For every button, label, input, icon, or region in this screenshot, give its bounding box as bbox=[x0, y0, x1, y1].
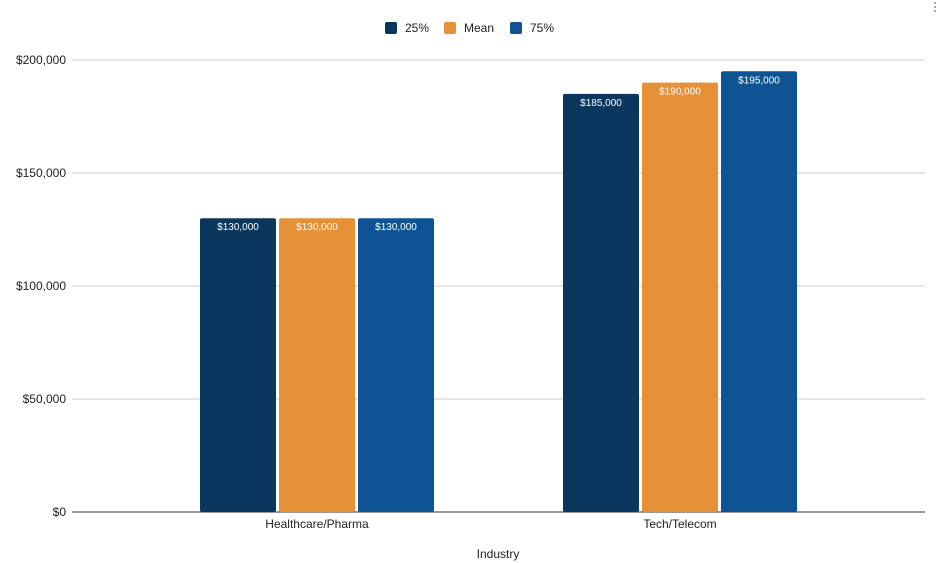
data-label: $130,000 bbox=[217, 222, 259, 233]
legend-label: Mean bbox=[464, 21, 494, 35]
y-tick-label: $0 bbox=[53, 505, 67, 519]
y-tick-label: $100,000 bbox=[16, 279, 66, 293]
more-options-icon[interactable] bbox=[934, 2, 938, 14]
x-tick-label: Tech/Telecom bbox=[643, 517, 716, 531]
data-label: $130,000 bbox=[375, 222, 417, 233]
bar bbox=[358, 218, 434, 512]
legend-swatch bbox=[510, 22, 522, 34]
y-tick-label: $50,000 bbox=[23, 392, 67, 406]
gridlines bbox=[72, 59, 925, 513]
bars: $130,000 $130,000 $130,000 $185,000 $190,000… bbox=[200, 71, 797, 513]
legend-swatch bbox=[385, 22, 397, 34]
bar bbox=[200, 218, 276, 512]
data-label: $185,000 bbox=[580, 98, 622, 109]
bar bbox=[721, 71, 797, 513]
y-tick-label: $200,000 bbox=[16, 53, 66, 67]
data-label: $130,000 bbox=[296, 222, 338, 233]
x-axis-tick-labels: Healthcare/Pharma Tech/Telecom bbox=[265, 517, 716, 531]
legend-swatch bbox=[444, 22, 456, 34]
x-axis-title: Industry bbox=[477, 547, 520, 561]
legend-item[interactable]: Mean bbox=[444, 21, 494, 35]
y-tick-label: $150,000 bbox=[16, 166, 66, 180]
bar bbox=[642, 82, 718, 512]
legend-item[interactable]: 75% bbox=[510, 21, 554, 35]
legend-label: 75% bbox=[530, 21, 554, 35]
legend[interactable]: 25% Mean 75% bbox=[385, 21, 554, 35]
bar bbox=[279, 218, 355, 512]
legend-item[interactable]: 25% bbox=[385, 21, 429, 35]
data-label: $195,000 bbox=[738, 75, 780, 86]
legend-label: 25% bbox=[405, 21, 429, 35]
y-axis-tick-labels: $0 $50,000 $100,000 $150,000 $200,000 bbox=[16, 53, 66, 519]
bar bbox=[563, 93, 639, 513]
data-label: $190,000 bbox=[659, 87, 701, 98]
x-tick-label: Healthcare/Pharma bbox=[265, 517, 369, 531]
